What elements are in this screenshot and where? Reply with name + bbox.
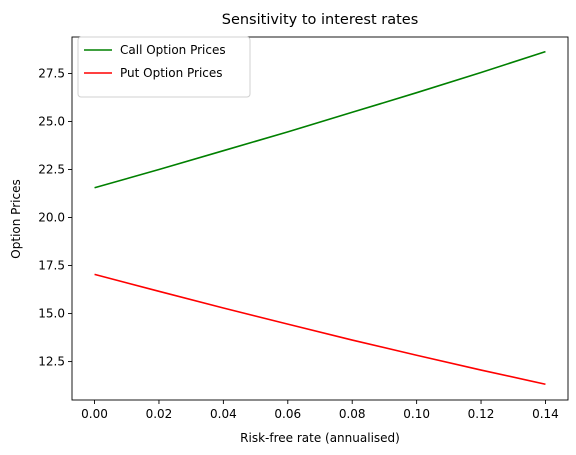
- legend-label: Call Option Prices: [120, 43, 226, 57]
- x-tick-label: 0.14: [532, 407, 559, 421]
- x-tick-label: 0.10: [403, 407, 430, 421]
- y-axis-ticks: 12.5 15.0 17.5 20.0 22.5 25.0 27.5: [38, 66, 72, 369]
- y-tick-label: 12.5: [38, 355, 65, 369]
- x-tick-label: 0.12: [468, 407, 495, 421]
- x-tick-label: 0.02: [146, 407, 173, 421]
- legend: Call Option Prices Put Option Prices: [77, 36, 251, 98]
- chart-title: Sensitivity to interest rates: [222, 12, 419, 28]
- x-axis-ticks: 0.00 0.02 0.04 0.06 0.08 0.10 0.12 0.14: [81, 400, 559, 421]
- y-tick-label: 22.5: [38, 163, 65, 177]
- plot-frame: [71, 36, 569, 401]
- series-line-0: [94, 50, 546, 189]
- y-tick-label: 25.0: [38, 115, 65, 129]
- x-axis-label: Risk-free rate (annualised): [240, 431, 400, 445]
- y-tick-label: 27.5: [38, 66, 65, 80]
- x-tick-label: 0.00: [81, 407, 108, 421]
- y-tick-label: 20.0: [38, 211, 65, 225]
- series-line-1: [94, 273, 546, 386]
- legend-label: Put Option Prices: [120, 66, 223, 80]
- x-tick-label: 0.06: [274, 407, 301, 421]
- legend-box: [77, 36, 251, 98]
- y-tick-label: 17.5: [38, 259, 65, 273]
- x-tick-label: 0.04: [210, 407, 237, 421]
- y-axis-label: Option Prices: [9, 179, 23, 258]
- y-tick-label: 15.0: [38, 307, 65, 321]
- x-tick-label: 0.08: [339, 407, 366, 421]
